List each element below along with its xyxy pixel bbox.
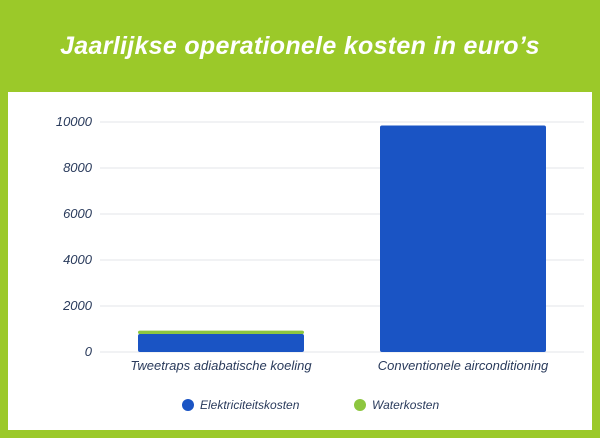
legend-swatch	[354, 399, 366, 411]
y-tick-label: 8000	[63, 160, 93, 175]
chart-title: Jaarlijkse operationele kosten in euro’s	[60, 31, 540, 60]
chart-svg: 0 2000 4000 6000 8000 10000 Tweetraps adiabati…	[56, 114, 584, 412]
title-bar: Jaarlijkse operationele kosten in euro’s	[0, 0, 600, 92]
y-tick-label: 2000	[62, 298, 93, 313]
y-tick-label: 0	[85, 344, 93, 359]
bar-water	[138, 330, 304, 335]
y-tick-label: 10000	[56, 114, 93, 129]
legend-label: Elektriciteitskosten	[200, 398, 300, 412]
x-category-label: Conventionele airconditioning	[378, 358, 549, 373]
bar-elektriciteit	[380, 125, 546, 352]
legend-label: Waterkosten	[372, 398, 439, 412]
x-category-label: Tweetraps adiabatische koeling	[130, 358, 312, 373]
y-tick-label: 6000	[63, 206, 93, 221]
y-tick-label: 4000	[63, 252, 93, 267]
bar-elektriciteit	[138, 334, 304, 352]
chart-panel: 0 2000 4000 6000 8000 10000 Tweetraps adiabati…	[8, 92, 592, 430]
legend-swatch	[182, 399, 194, 411]
